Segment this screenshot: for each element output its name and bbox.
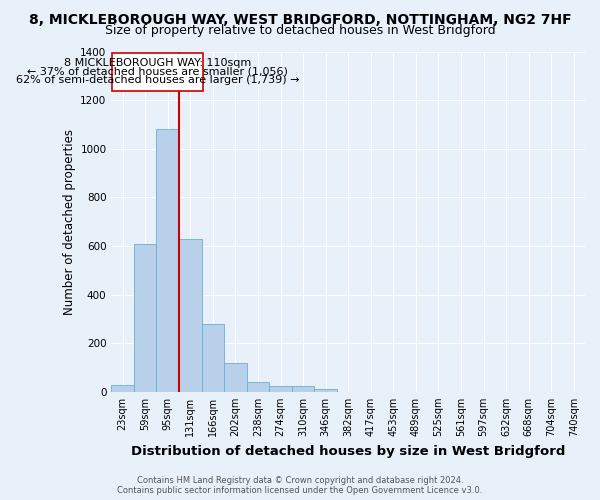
Text: 62% of semi-detached houses are larger (1,739) →: 62% of semi-detached houses are larger (… [16, 74, 299, 85]
Bar [247, 382, 269, 392]
Text: Contains public sector information licensed under the Open Government Licence v3: Contains public sector information licen… [118, 486, 482, 495]
X-axis label: Distribution of detached houses by size in West Bridgford: Distribution of detached houses by size … [131, 444, 565, 458]
Bar [179, 238, 202, 392]
Bar [157, 130, 179, 392]
Bar [202, 324, 224, 392]
Bar [269, 386, 292, 392]
FancyBboxPatch shape [112, 54, 203, 91]
Bar [112, 384, 134, 392]
Text: Size of property relative to detached houses in West Bridgford: Size of property relative to detached ho… [104, 24, 496, 37]
Bar [134, 244, 157, 392]
Bar [314, 389, 337, 392]
Bar [224, 362, 247, 392]
Text: 8, MICKLEBOROUGH WAY, WEST BRIDGFORD, NOTTINGHAM, NG2 7HF: 8, MICKLEBOROUGH WAY, WEST BRIDGFORD, NO… [29, 12, 571, 26]
Y-axis label: Number of detached properties: Number of detached properties [63, 128, 76, 314]
Text: Contains HM Land Registry data © Crown copyright and database right 2024.: Contains HM Land Registry data © Crown c… [137, 476, 463, 485]
Text: 8 MICKLEBOROUGH WAY: 110sqm: 8 MICKLEBOROUGH WAY: 110sqm [64, 58, 251, 68]
Text: ← 37% of detached houses are smaller (1,056): ← 37% of detached houses are smaller (1,… [27, 66, 288, 76]
Bar [292, 386, 314, 392]
